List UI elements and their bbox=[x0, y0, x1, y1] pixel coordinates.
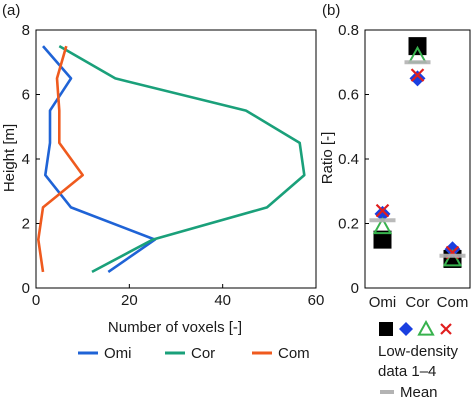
panel-b-ylabel: Ratio [-] bbox=[319, 132, 336, 185]
legend-label-com: Com bbox=[278, 345, 310, 362]
series-line-cor bbox=[58, 44, 306, 274]
x-tick-label: Com bbox=[437, 294, 469, 311]
x-tick-label: 60 bbox=[308, 292, 325, 309]
series-line-omi bbox=[42, 45, 157, 273]
x-tick-label: Omi bbox=[369, 294, 397, 311]
y-tick-label: 6 bbox=[22, 87, 30, 104]
point-triangle-omi bbox=[372, 216, 393, 235]
y-tick-label: 0.6 bbox=[338, 87, 359, 104]
point-square-omi bbox=[373, 230, 392, 249]
y-tick-label: 4 bbox=[22, 151, 30, 168]
point-diamond-cor bbox=[409, 70, 426, 87]
x-tick-label: Cor bbox=[405, 294, 429, 311]
y-tick-label: 8 bbox=[22, 22, 30, 39]
panel-a-xlabel: Number of voxels [-] bbox=[108, 319, 242, 336]
y-tick-label: 0 bbox=[351, 280, 359, 297]
y-tick-label: 0.8 bbox=[338, 22, 359, 39]
point-cross-omi bbox=[375, 203, 390, 218]
legend-marker-square bbox=[379, 322, 393, 336]
y-tick-label: 2 bbox=[22, 216, 30, 233]
panel-a-label: (a) bbox=[2, 2, 20, 19]
legend-marker-cross bbox=[440, 323, 452, 335]
series-line-com bbox=[37, 45, 84, 273]
legend-label-cor: Cor bbox=[191, 345, 215, 362]
x-tick-label: 20 bbox=[121, 292, 138, 309]
panel-b-plot: 0 0.2 0.4 0.6 0.8 Omi Cor Com bbox=[338, 22, 471, 336]
panel-a-ylabel: Height [m] bbox=[1, 124, 18, 192]
panel-a-plot: 0 20 40 60 0 2 4 6 8 Omi Cor Com bbox=[22, 22, 325, 362]
point-triangle-com bbox=[442, 248, 463, 267]
y-tick-label: 0 bbox=[22, 280, 30, 297]
legend-label-omi: Omi bbox=[104, 345, 132, 362]
plot-frame bbox=[35, 29, 317, 289]
panel-b-label: (b) bbox=[322, 2, 340, 19]
legend-b-line1: Low-density bbox=[378, 343, 459, 360]
x-tick-label: 0 bbox=[32, 292, 40, 309]
point-cross-cor bbox=[410, 68, 425, 82]
legend-b-mean-label: Mean bbox=[400, 384, 438, 401]
point-diamond-omi bbox=[374, 205, 391, 222]
x-tick-label: 40 bbox=[214, 292, 231, 309]
y-tick-label: 0.2 bbox=[338, 216, 359, 233]
legend-marker-diamond bbox=[399, 322, 413, 336]
legend-b-line2: data 1–4 bbox=[378, 363, 436, 380]
legend-marker-triangle bbox=[417, 319, 435, 336]
y-tick-label: 0.4 bbox=[338, 151, 359, 168]
